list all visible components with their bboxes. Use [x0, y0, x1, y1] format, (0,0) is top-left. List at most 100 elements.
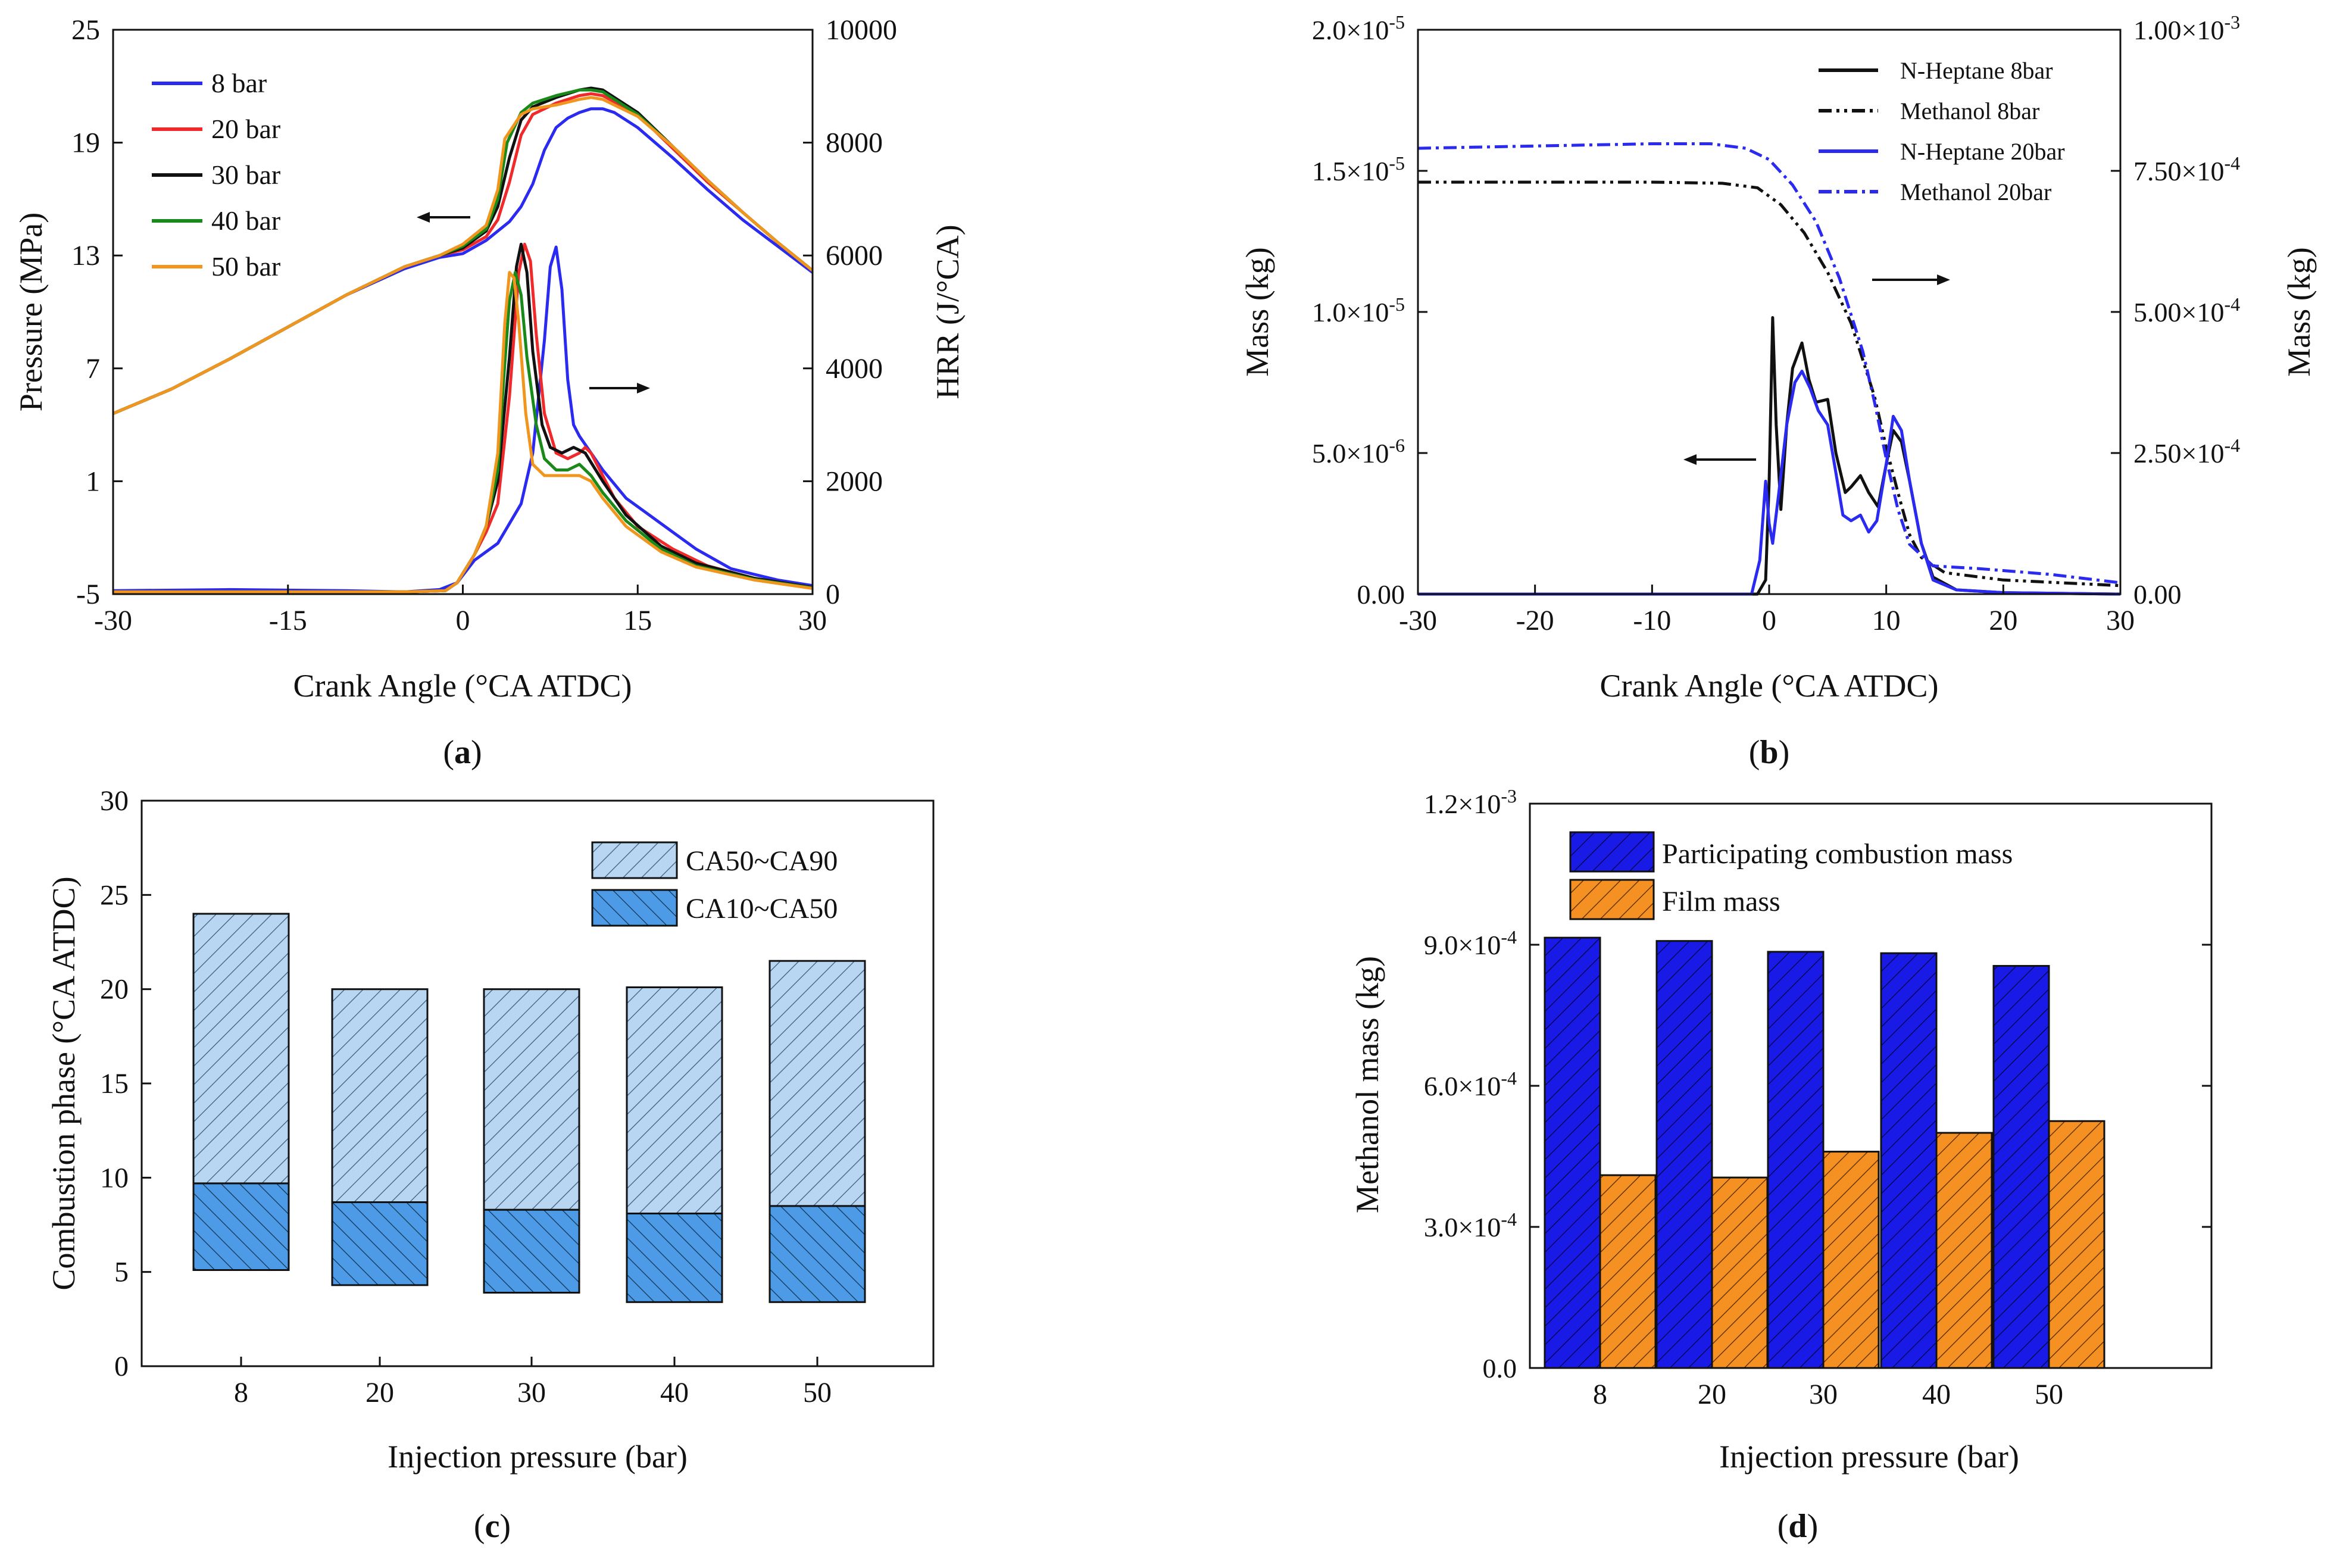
y-tick-right-label: 2000	[826, 466, 883, 497]
legend-label-ca50-ca90: CA50~CA90	[686, 845, 838, 877]
x-tick-label: 30	[798, 605, 827, 636]
panel-d-caption: (d)	[1777, 1508, 1818, 1545]
x-tick-label: -10	[1633, 605, 1671, 636]
y-tick-label: 30	[100, 785, 129, 817]
x-tick-label: 0	[456, 605, 470, 636]
y-tick-left-label: 1.5×10-5	[1312, 152, 1405, 186]
hrr-line-40bar	[113, 271, 813, 594]
legend-label-methanol-20bar: Methanol 20bar	[1900, 179, 2051, 205]
legend-label-ca10-ca50: CA10~CA50	[686, 893, 838, 924]
panel-d-marks	[1544, 936, 2105, 1369]
svg-text:(b): (b)	[1749, 734, 1789, 771]
x-tick-label: 0	[1762, 605, 1776, 636]
line-n-heptane-20bar	[1418, 370, 2121, 596]
panel-a-xlabel: Crank Angle (°CA ATDC)	[293, 668, 632, 704]
panel-b-ticks: -30 -20 -10 0 10 20 300.005.0×10-61.0×10-51.5×…	[1312, 11, 2240, 636]
y-tick-right-label: 6000	[826, 240, 883, 271]
y-tick-label: 1.2×10-3	[1424, 785, 1517, 819]
y-tick-right-label: 0.00	[2133, 579, 2182, 610]
panel-b-caption-letter: b	[1760, 734, 1778, 771]
svg-text:(c): (c)	[474, 1508, 511, 1545]
panel-b-ylabel-right: Mass (kg)	[2281, 247, 2317, 376]
x-tick-label: 40	[1922, 1379, 1951, 1410]
panel-b-caption: (b)	[1749, 734, 1789, 771]
panel-a-caption: (a)	[443, 734, 482, 771]
x-tick-label: 20	[1989, 605, 2017, 636]
bar-ca50-ca90-40	[626, 986, 723, 1214]
x-tick-label: 50	[2035, 1379, 2063, 1410]
legend-label-40bar: 40 bar	[211, 205, 280, 236]
x-tick-label: 8	[234, 1377, 248, 1408]
y-tick-right-label: 10000	[826, 14, 897, 46]
panel-c-caption: (c)	[474, 1508, 511, 1545]
legend-label-participating: Participating combustion mass	[1662, 838, 2013, 870]
bar-ca10-ca50-20	[331, 1201, 429, 1286]
hrr-line-50bar	[113, 271, 813, 594]
legend-label-nheptane-20bar: N-Heptane 20bar	[1900, 138, 2065, 165]
x-tick-label: 30	[2106, 605, 2135, 636]
bar-participating-30	[1767, 951, 1825, 1369]
y-tick-label: 0	[114, 1351, 129, 1382]
x-tick-label: -20	[1516, 605, 1554, 636]
x-tick-label: 30	[517, 1377, 546, 1408]
x-tick-label: 50	[803, 1377, 832, 1408]
panel-d-caption-letter: d	[1788, 1508, 1807, 1545]
panel-d-xlabel: Injection pressure (bar)	[1719, 1439, 2019, 1475]
bar-participating-8	[1544, 936, 1601, 1369]
bar-film-40	[1935, 1132, 1993, 1369]
y-tick-label: 15	[100, 1068, 129, 1100]
bar-ca50-ca90-20	[331, 988, 429, 1203]
y-tick-left-label: 13	[71, 240, 100, 271]
bar-participating-50	[1992, 965, 2050, 1369]
line-methanol-8bar	[1418, 180, 2121, 588]
panel-b: -30 -20 -10 0 10 20 300.005.0×10-61.0×10-51.5×…	[1239, 11, 2317, 771]
y-tick-left-label: 5.0×10-6	[1312, 435, 1405, 468]
legend-label-20bar: 20 bar	[211, 114, 280, 144]
legend-swatch-ca10-ca50	[591, 889, 678, 927]
y-tick-left-label: 19	[71, 127, 100, 159]
legend-label-nheptane-8bar: N-Heptane 8bar	[1900, 57, 2053, 84]
x-tick-label: -15	[269, 605, 307, 636]
y-tick-right-label: 0	[826, 579, 840, 610]
y-tick-label: 9.0×10-4	[1424, 926, 1517, 960]
bar-ca10-ca50-50	[768, 1205, 866, 1303]
legend-label-50bar: 50 bar	[211, 251, 280, 282]
legend-swatch-participating	[1569, 831, 1655, 873]
svg-text:(d): (d)	[1777, 1508, 1818, 1545]
y-tick-left-label: -5	[76, 579, 100, 610]
panel-c-marks	[192, 913, 866, 1303]
x-tick-label: 8	[1593, 1379, 1607, 1410]
panel-a-arrow-right	[589, 383, 650, 393]
pressure-line-50bar	[113, 96, 814, 415]
panel-d-ticks: 8 20 30 40 50 0.0 3.0×10-4 6.0×10-4 9.0×10-4 1.2×…	[1424, 785, 2211, 1410]
panel-b-marks	[1417, 142, 2121, 596]
panel-a-arrow-left	[417, 212, 470, 223]
legend-swatch-film	[1569, 879, 1655, 920]
panel-c-ylabel: Combustion phase (°CA ATDC)	[46, 876, 82, 1290]
bar-film-50	[2048, 1120, 2105, 1369]
y-tick-left-label: 25	[71, 14, 100, 46]
bar-participating-20	[1655, 940, 1713, 1369]
y-tick-right-label: 8000	[826, 127, 883, 159]
bar-film-20	[1711, 1176, 1769, 1369]
y-tick-left-label: 2.0×10-5	[1312, 11, 1405, 45]
legend-label-methanol-8bar: Methanol 8bar	[1900, 98, 2039, 124]
y-tick-label: 25	[100, 879, 129, 911]
x-tick-label: 40	[660, 1377, 689, 1408]
svg-text:(a): (a)	[443, 734, 482, 771]
bar-participating-40	[1880, 952, 1938, 1369]
y-tick-right-label: 5.00×10-4	[2133, 293, 2240, 327]
legend-swatch-ca50-ca90	[591, 841, 678, 879]
panel-d-ylabel: Methanol mass (kg)	[1349, 956, 1385, 1213]
panel-a: -30 -15 0 15 30 -5 1 7 13 19 25 0 2000 4000 6000 8000 10…	[13, 14, 966, 771]
y-tick-label: 10	[100, 1162, 129, 1194]
legend-label-8bar: 8 bar	[211, 68, 267, 98]
bar-ca10-ca50-30	[483, 1208, 580, 1294]
x-tick-label: 20	[365, 1377, 394, 1408]
bar-ca50-ca90-50	[768, 960, 866, 1207]
y-tick-right-label: 4000	[826, 353, 883, 385]
panel-c: 8 20 30 40 50 0 5 10 15 20 25 30 CA50~CA90 CA10~CA5…	[46, 785, 935, 1545]
bar-ca10-ca50-8	[192, 1182, 290, 1272]
y-tick-label: 0.0	[1483, 1353, 1517, 1383]
